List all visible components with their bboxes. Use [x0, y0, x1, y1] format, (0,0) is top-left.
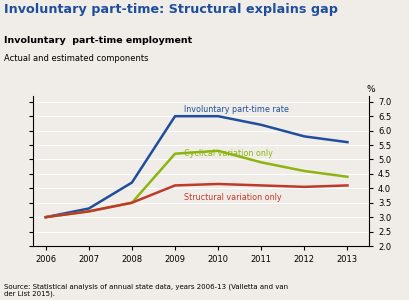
Text: Cyclical variation only: Cyclical variation only: [183, 149, 272, 158]
Text: Structural variation only: Structural variation only: [183, 194, 281, 202]
Text: Involuntary part-time: Structural explains gap: Involuntary part-time: Structural explai…: [4, 3, 337, 16]
Text: Involuntary part-time rate: Involuntary part-time rate: [183, 105, 288, 114]
Text: Source: Statistical analysis of annual state data, years 2006-13 (Valletta and v: Source: Statistical analysis of annual s…: [4, 283, 288, 297]
Text: %: %: [366, 85, 375, 94]
Text: Actual and estimated components: Actual and estimated components: [4, 54, 148, 63]
Text: Involuntary  part-time employment: Involuntary part-time employment: [4, 36, 192, 45]
